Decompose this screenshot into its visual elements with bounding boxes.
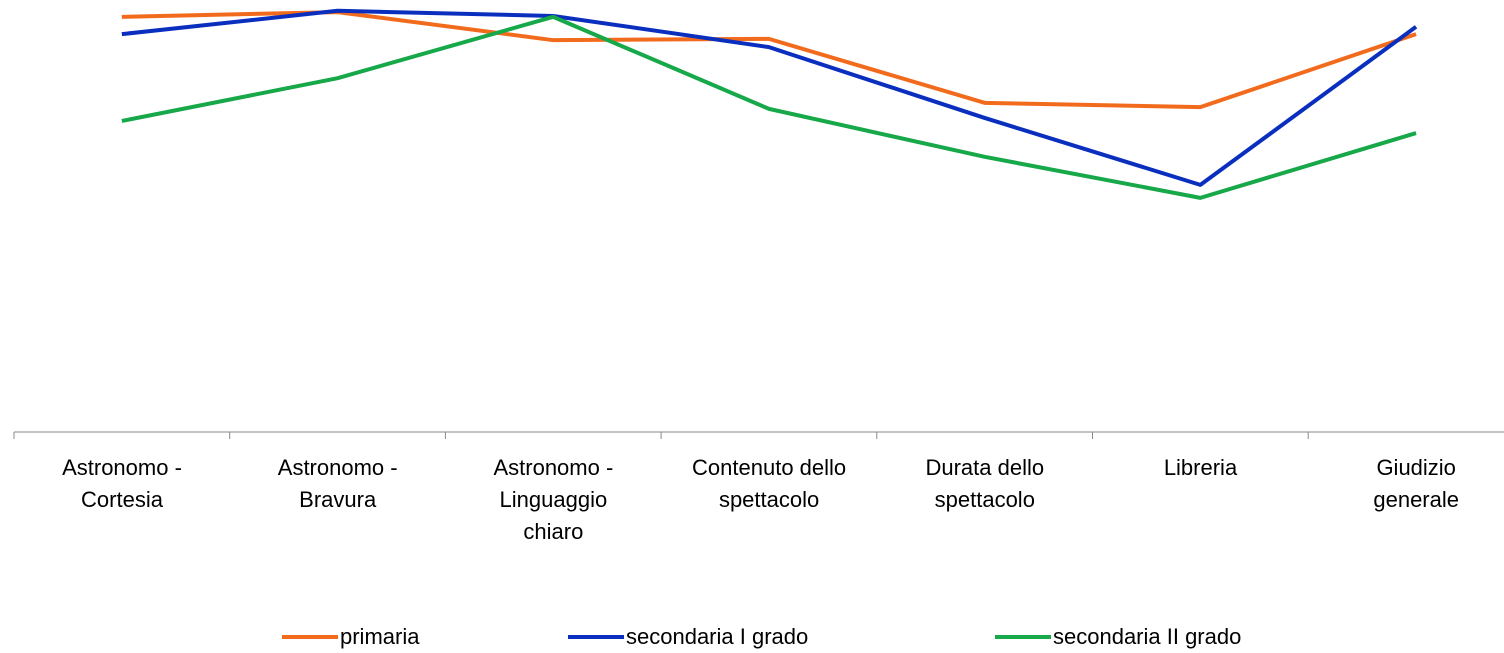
legend-label: primaria <box>340 624 420 649</box>
x-tick-label: Giudizio generale <box>1373 455 1459 512</box>
x-tick-label: Durata dello spettacolo <box>925 455 1045 512</box>
x-tick-label: Contenuto dello spettacolo <box>692 455 847 512</box>
x-tick-label: Astronomo - Linguaggio chiaro <box>493 455 614 544</box>
series-line <box>121 8 1418 187</box>
legend-label: secondaria II grado <box>1053 624 1242 649</box>
x-tick-label: Astronomo - Cortesia <box>62 455 182 512</box>
x-tick-label: Astronomo - Bravura <box>277 455 398 512</box>
legend-label: secondaria I grado <box>626 624 809 649</box>
x-tick-label: Libreria <box>1163 455 1238 480</box>
series-line <box>121 14 1417 200</box>
series-line <box>121 10 1417 110</box>
